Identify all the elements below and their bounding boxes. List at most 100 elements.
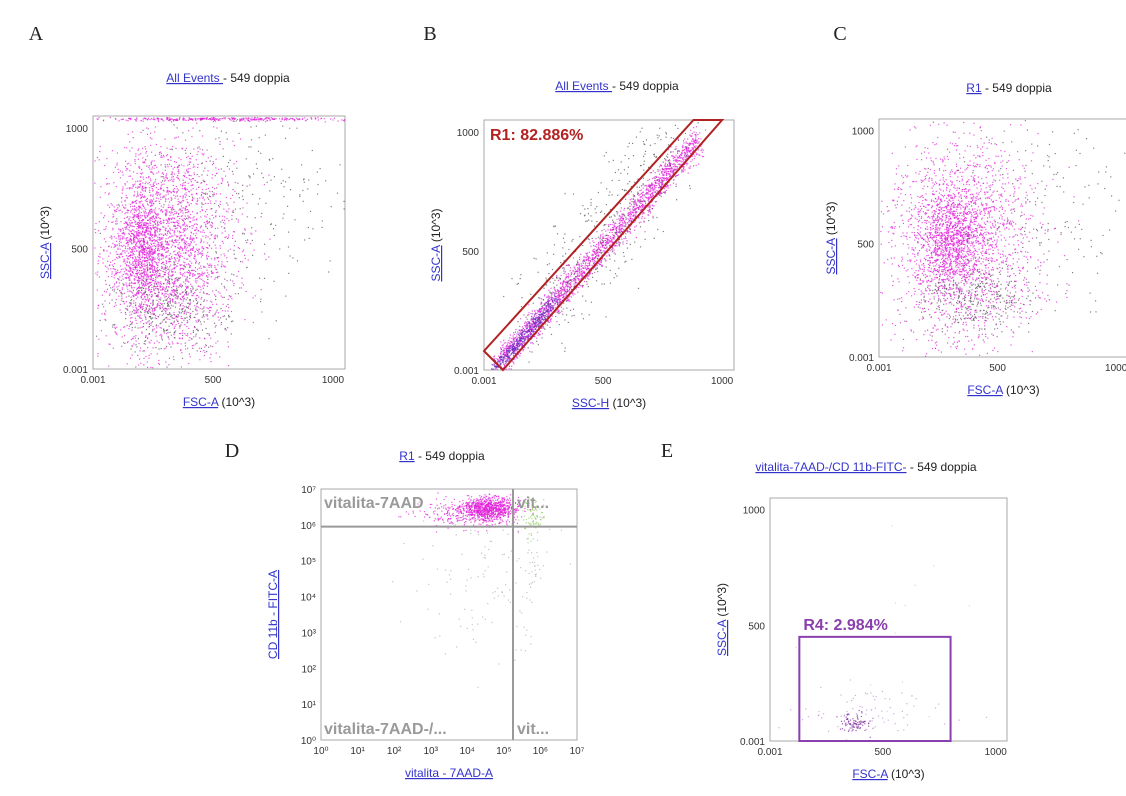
event-point	[197, 273, 199, 275]
event-point	[531, 334, 533, 336]
event-point	[233, 245, 235, 247]
event-point	[134, 209, 136, 211]
event-point	[133, 242, 135, 244]
event-point	[151, 293, 153, 295]
event-point	[135, 202, 137, 204]
event-point	[108, 193, 110, 195]
event-point	[129, 175, 132, 177]
event-point	[228, 234, 230, 236]
event-point	[159, 151, 162, 153]
event-point	[562, 308, 564, 310]
event-point	[154, 229, 156, 231]
event-point	[651, 183, 653, 185]
event-point	[158, 153, 160, 155]
event-point	[268, 174, 270, 176]
event-point	[161, 310, 163, 312]
event-point	[173, 267, 175, 269]
event-point	[138, 364, 140, 366]
event-point	[95, 335, 98, 337]
title-link[interactable]: All Events	[166, 71, 223, 85]
event-point	[180, 366, 182, 368]
event-point	[604, 235, 606, 237]
event-point	[129, 262, 131, 264]
event-point	[162, 305, 164, 307]
event-point	[625, 218, 627, 220]
title-link[interactable]: All Events	[555, 79, 612, 93]
event-point	[144, 314, 146, 316]
event-point	[143, 303, 145, 305]
event-point	[172, 214, 175, 216]
event-point	[168, 296, 170, 298]
event-point	[610, 241, 613, 243]
event-point	[138, 148, 140, 150]
event-point	[149, 202, 151, 204]
event-point	[169, 283, 171, 285]
event-point	[301, 164, 303, 166]
event-point	[219, 201, 221, 203]
event-point	[135, 242, 137, 244]
event-point	[333, 117, 335, 119]
event-point	[160, 153, 162, 155]
event-point	[689, 165, 691, 167]
event-point	[175, 147, 177, 149]
event-point	[111, 271, 113, 273]
event-point	[152, 242, 154, 245]
event-point	[158, 298, 160, 300]
event-point	[186, 188, 188, 190]
event-point	[211, 301, 213, 303]
event-point	[145, 148, 147, 150]
event-point	[145, 355, 147, 358]
event-point	[156, 231, 159, 233]
event-point	[129, 277, 131, 279]
event-point	[151, 138, 153, 140]
event-point	[120, 271, 122, 273]
event-point	[201, 191, 203, 193]
event-point	[183, 247, 185, 249]
event-point	[616, 213, 618, 215]
event-point	[153, 203, 155, 205]
event-point	[182, 220, 184, 222]
event-point	[200, 241, 202, 243]
event-point	[649, 204, 651, 206]
event-point	[164, 214, 167, 216]
event-point	[185, 189, 187, 191]
event-point	[268, 256, 270, 258]
event-point	[127, 248, 129, 250]
event-point	[151, 253, 153, 255]
event-point	[176, 257, 178, 259]
event-point	[171, 274, 173, 276]
event-point	[163, 249, 165, 251]
plot-title: All Events - 549 doppia	[555, 79, 679, 93]
event-point	[205, 193, 207, 195]
event-point	[160, 297, 162, 299]
event-point	[582, 267, 584, 269]
event-point	[142, 205, 144, 207]
event-point	[648, 184, 650, 186]
event-point	[145, 340, 147, 342]
event-point	[99, 232, 101, 234]
event-point	[528, 323, 531, 325]
event-point	[232, 120, 234, 122]
event-point	[129, 273, 132, 275]
event-point	[206, 174, 208, 176]
event-point	[188, 305, 190, 307]
event-point	[503, 339, 505, 341]
event-point	[105, 283, 107, 285]
event-point	[148, 211, 150, 214]
event-point	[678, 150, 680, 152]
event-point	[117, 257, 119, 259]
event-point	[132, 201, 134, 203]
event-point	[187, 280, 189, 282]
x-axis-link[interactable]: FSC-A	[183, 395, 219, 409]
event-point	[178, 277, 180, 279]
event-point	[288, 176, 290, 179]
event-point	[209, 238, 211, 240]
event-point	[181, 247, 183, 249]
event-point	[142, 280, 144, 282]
event-point	[212, 271, 214, 274]
event-point	[189, 256, 191, 258]
event-point	[155, 193, 157, 195]
y-axis-link[interactable]: SSC-A	[38, 242, 52, 279]
event-point	[162, 235, 164, 237]
event-point	[201, 203, 203, 205]
